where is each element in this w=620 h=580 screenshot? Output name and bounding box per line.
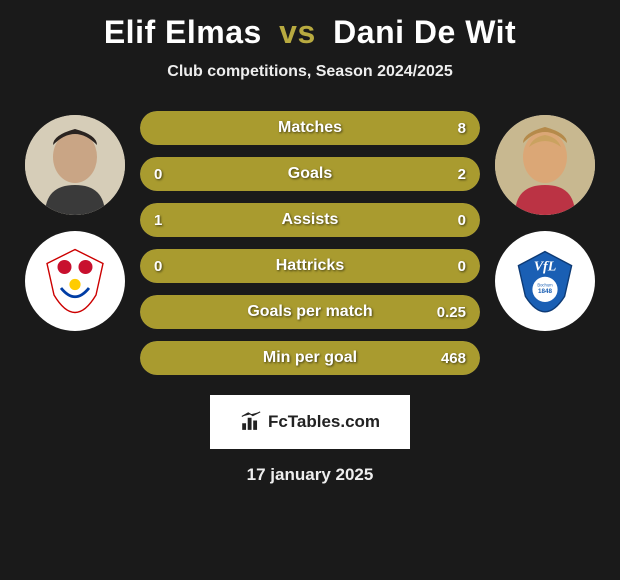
player2-club-badge: VfL 1848 Bochum <box>495 231 595 331</box>
player1-club-badge <box>25 231 125 331</box>
stat-row: 0 Hattricks 0 <box>140 249 480 283</box>
stat-label: Min per goal <box>263 349 357 367</box>
stat-row: 1 Assists 0 <box>140 203 480 237</box>
stat-label: Goals <box>288 165 332 183</box>
left-side <box>20 111 130 331</box>
comparison-card: Elif Elmas vs Dani De Wit Club competiti… <box>0 0 620 495</box>
stat-right-value: 0.25 <box>437 304 466 321</box>
main-row: Matches 8 0 Goals 2 1 Assists 0 0 Hattricks 0 Goals… <box>0 111 620 375</box>
date-text: 17 january 2025 <box>247 465 374 485</box>
stat-row: Goals per match 0.25 <box>140 295 480 329</box>
chart-icon <box>240 411 262 433</box>
right-side: VfL 1848 Bochum <box>490 111 600 331</box>
stat-row: Min per goal 468 <box>140 341 480 375</box>
stat-label: Matches <box>278 119 342 137</box>
page-title: Elif Elmas vs Dani De Wit <box>104 14 516 51</box>
stat-label: Goals per match <box>247 303 372 321</box>
person-icon <box>25 115 125 215</box>
stat-right-value: 0 <box>458 258 466 275</box>
player1-avatar <box>25 115 125 215</box>
stat-label: Hattricks <box>276 257 344 275</box>
svg-text:Bochum: Bochum <box>537 283 553 288</box>
stat-right-value: 0 <box>458 212 466 229</box>
player1-name: Elif Elmas <box>104 14 262 50</box>
subtitle: Club competitions, Season 2024/2025 <box>167 63 452 81</box>
club-logo-icon: VfL 1848 Bochum <box>510 246 580 316</box>
svg-text:VfL: VfL <box>534 260 557 275</box>
person-icon <box>495 115 595 215</box>
svg-text:1848: 1848 <box>538 288 553 295</box>
stats-column: Matches 8 0 Goals 2 1 Assists 0 0 Hattricks 0 Goals… <box>140 111 480 375</box>
club-logo-icon <box>40 246 110 316</box>
stat-label: Assists <box>282 211 339 229</box>
brand-text: FcTables.com <box>268 412 380 432</box>
stat-row: 0 Goals 2 <box>140 157 480 191</box>
stat-left-value: 0 <box>154 258 162 275</box>
stat-left-value: 0 <box>154 166 162 183</box>
stat-left-value: 1 <box>154 212 162 229</box>
stat-right-value: 468 <box>441 350 466 367</box>
vs-text: vs <box>279 14 316 50</box>
stat-right-value: 2 <box>458 166 466 183</box>
player2-avatar <box>495 115 595 215</box>
stat-row: Matches 8 <box>140 111 480 145</box>
brand-box: FcTables.com <box>210 395 410 449</box>
player2-name: Dani De Wit <box>333 14 516 50</box>
stat-right-value: 8 <box>458 120 466 137</box>
